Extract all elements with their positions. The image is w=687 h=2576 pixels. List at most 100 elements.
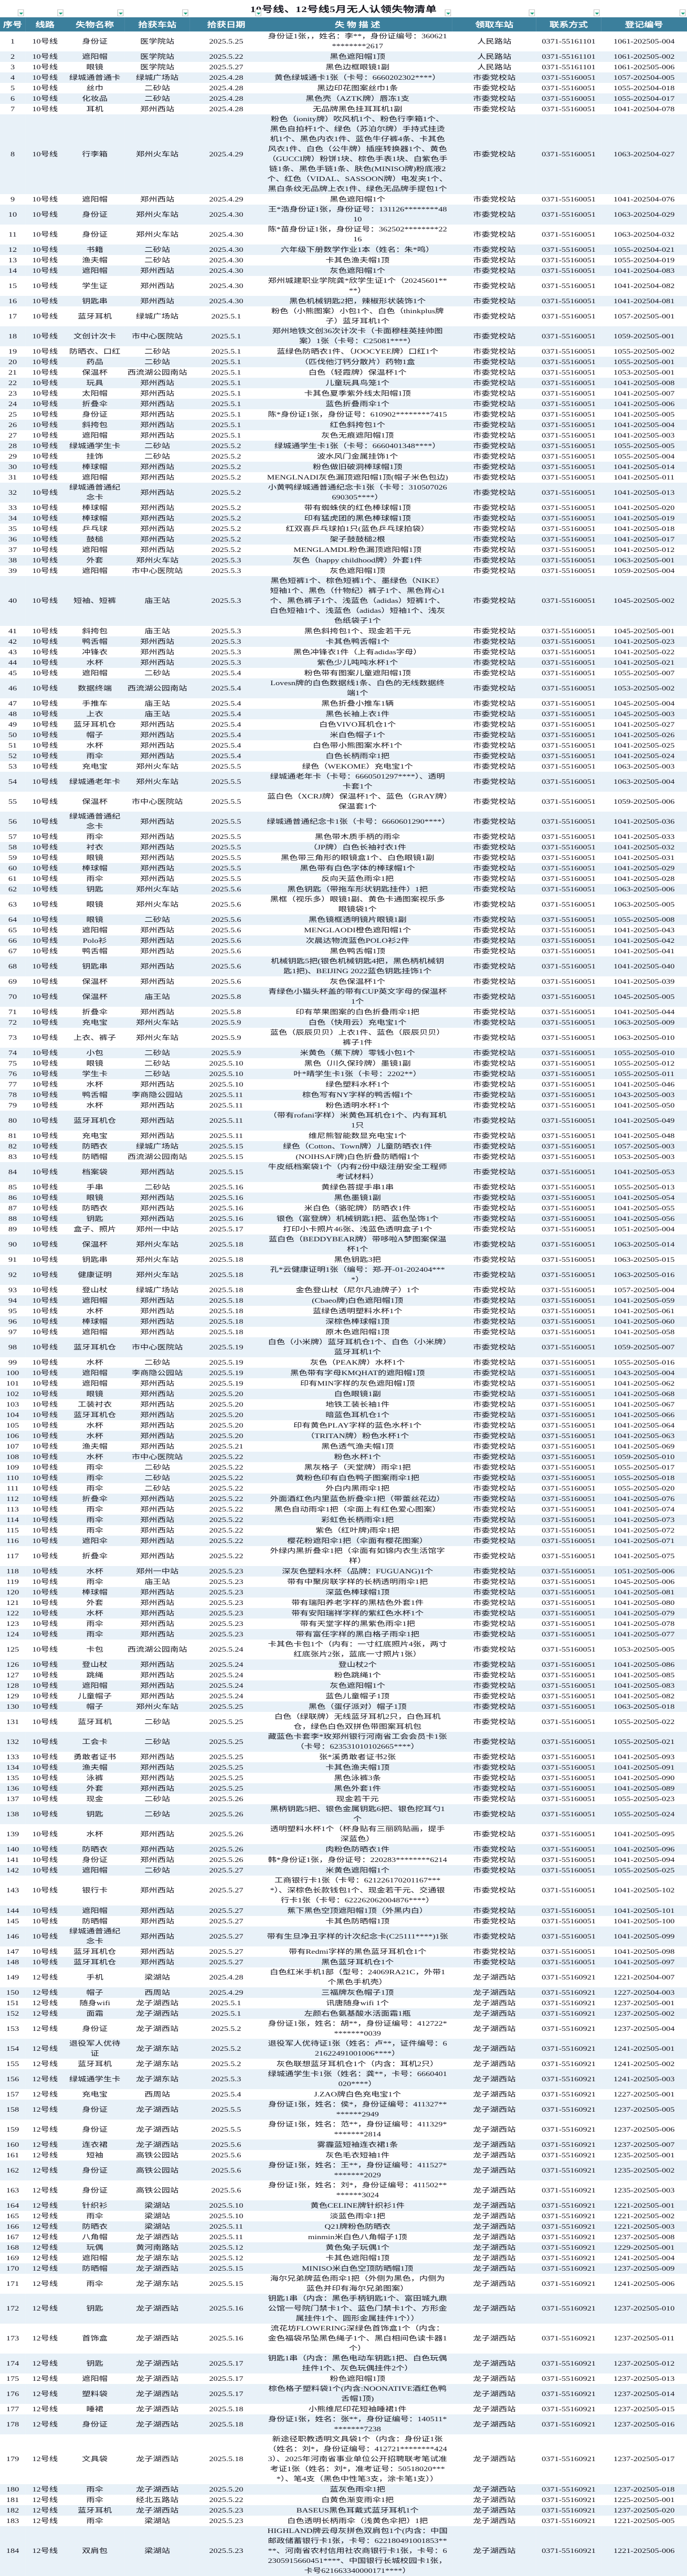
cell-item-name: 健康证明 <box>65 1265 125 1285</box>
cell-reg-number: 1041-202505-032 <box>601 842 687 853</box>
cell-contact: 0371-55160051 <box>536 1162 601 1182</box>
table-row: 32 10号线 绿城通普通纪念卡 郑州西站 2025.5.2 小黄鸭绿城通普通纪念卡1张（… <box>0 483 687 503</box>
cell-item-name: 针织衫 <box>65 2200 125 2211</box>
cell-found-date: 2025.4.28 <box>189 93 263 104</box>
filter-dropdown-icon-reg-number[interactable] <box>679 9 686 16</box>
cell-found-station: 郑州西站 <box>124 812 190 832</box>
cell-contact: 0371-55160051 <box>536 925 601 935</box>
cell-found-station: 郑州西站 <box>124 956 190 976</box>
cell-found-station: 医学院站 <box>124 31 190 51</box>
cell-no: 139 <box>0 1824 26 1844</box>
cell-found-station: 郑州西站 <box>124 1926 190 1946</box>
cell-contact: 0371-55160051 <box>536 668 601 678</box>
cell-contact: 0371-55160051 <box>536 1946 601 1957</box>
cell-item-name: 遮阳帽 <box>65 668 125 678</box>
table-row: 105 10号线 水杯 郑州西站 2025.5.20 印有黄色PLAY字样的蓝色水杯1个市… <box>0 1420 687 1431</box>
cell-found-station: 郑州西站 <box>124 265 190 276</box>
cell-pickup-station: 市委党校站 <box>452 1773 536 1783</box>
filter-dropdown-icon-pickup-station[interactable] <box>529 9 535 16</box>
cell-contact: 0371-55160921 <box>536 1998 601 2008</box>
cell-found-date: 2025.5.17 <box>189 2354 263 2373</box>
cell-reg-number: 1237-202505-011 <box>601 2324 687 2354</box>
cell-pickup-station: 市委党校站 <box>452 761 536 772</box>
cell-description: 白色（绿联牌）无线蓝牙耳机2只，白色耳机仓，绿色白色双拼色带图案耳机包 <box>262 1712 452 1732</box>
cell-found-date: 2025.5.23 <box>189 1566 263 1577</box>
cell-contact: 0371-55160051 <box>536 1546 601 1566</box>
cell-description: 黄粉色印有白色鸭子图案雨伞1把 <box>262 1473 452 1483</box>
cell-contact: 0371-55160051 <box>536 1566 601 1577</box>
cell-description: 郑州地铁文创36次计次卡（卡面穆桂英挂帅图案）1张（卡号：C25081****） <box>262 326 452 346</box>
cell-found-station: 龙子湖西站 <box>124 2414 190 2434</box>
filter-dropdown-icon-found-station[interactable] <box>182 9 188 16</box>
table-row: 122 10号线 水杯 郑州西站 2025.5.23 带有安阳瑞祥字样的紫红色水杯1个 市委… <box>0 1608 687 1619</box>
cell-pickup-station: 市委党校站 <box>452 1162 536 1182</box>
cell-no: 47 <box>0 698 26 709</box>
cell-no: 16 <box>0 296 26 306</box>
cell-no: 100 <box>0 1368 26 1378</box>
cell-line: 10号线 <box>25 1598 65 1608</box>
cell-line: 10号线 <box>25 1659 65 1670</box>
filter-dropdown-icon-contact[interactable] <box>594 9 600 16</box>
cell-no: 167 <box>0 2232 26 2242</box>
cell-contact: 0371-55160051 <box>536 483 601 503</box>
cell-no: 71 <box>0 1007 26 1017</box>
filter-dropdown-icon-line[interactable] <box>57 9 64 16</box>
table-row: 157 12号线 充电宝 西周站 2025.5.4 J.ZAO牌白色充电宝1个 龙子湖西站 0… <box>0 2089 687 2100</box>
cell-line: 10号线 <box>25 1316 65 1327</box>
cell-description: 雾霾蓝短袖连衣裙1条 <box>262 2139 452 2150</box>
filter-dropdown-icon-found-date[interactable] <box>255 9 261 16</box>
cell-line: 10号线 <box>25 925 65 935</box>
cell-found-date: 2025.5.15 <box>189 2263 263 2274</box>
cell-contact: 0371-55160051 <box>536 1058 601 1069</box>
cell-description: 黑色带有白色字体的棒球帽1个 <box>262 863 452 874</box>
cell-pickup-station: 市委党校站 <box>452 1844 536 1855</box>
cell-no: 174 <box>0 2354 26 2373</box>
cell-contact: 0371-55160051 <box>536 657 601 668</box>
cell-item-name: 防晒衣 <box>65 2221 125 2232</box>
cell-item-name: 绿城通普通纪念卡 <box>65 483 125 503</box>
table-row: 16 10号线 钥匙串 郑州西站 2025.4.30 黑色机械钥匙2把，辣椒形状装饰1个市… <box>0 296 687 306</box>
cell-contact: 0371-55160051 <box>536 430 601 441</box>
cell-line: 10号线 <box>25 1306 65 1316</box>
cell-found-date: 2025.5.26 <box>189 1794 263 1804</box>
cell-item-name: 雨伞 <box>65 2484 125 2495</box>
cell-reg-number: 1041-202505-080 <box>601 1598 687 1608</box>
cell-no: 152 <box>0 2008 26 2019</box>
cell-found-station: 龙子湖西站 <box>124 1998 190 2008</box>
cell-line: 10号线 <box>25 914 65 925</box>
cell-no: 149 <box>0 1967 26 1987</box>
cell-reg-number: 1041-202505-040 <box>601 956 687 976</box>
filter-dropdown-icon-no[interactable] <box>17 9 24 16</box>
cell-item-name: 蓝牙耳机 <box>65 1712 125 1732</box>
cell-item-name: 防晒衣 <box>65 1844 125 1855</box>
table-header: 序号 线路 失物名称 拾获车站 拾获日期失 物 描 述领取车站 联系方式 登记编号 <box>0 17 687 31</box>
cell-item-name: 充电宝 <box>65 1017 125 1028</box>
cell-item-name: 丝巾 <box>65 83 125 93</box>
filter-dropdown-icon-description[interactable] <box>445 9 451 16</box>
cell-no: 180 <box>0 2484 26 2495</box>
cell-found-station: 郑州西站 <box>124 976 190 987</box>
cell-reg-number: 1041-202505-019 <box>601 513 687 524</box>
filter-dropdown-icon-item-name[interactable] <box>117 9 124 16</box>
cell-pickup-station: 市委党校站 <box>452 1152 536 1162</box>
cell-description: 卡其色防晒帽1顶 <box>262 1916 452 1926</box>
cell-contact: 0371-55160051 <box>536 1224 601 1234</box>
cell-contact: 0371-55160051 <box>536 1007 601 1017</box>
cell-item-name: 水杯 <box>65 1100 125 1111</box>
table-row: 20 10号线 药品 二砂站 2025.5.1 （匹伐他汀钙分散片）药物1盒 市委党校站 03… <box>0 357 687 367</box>
cell-line: 10号线 <box>25 1265 65 1285</box>
table-row: 140 10号线 防晒衣 郑州西站 2025.5.26 肉粉色防晒衣1件 市委党校站 0371… <box>0 1844 687 1855</box>
cell-reg-number: 1241-202505-004 <box>601 2253 687 2263</box>
cell-found-station: 二砂站 <box>124 441 190 451</box>
cell-description: 灰色（PEAK牌）水杯1个 <box>262 1357 452 1368</box>
cell-pickup-station: 龙子湖西站 <box>452 2242 536 2253</box>
cell-reg-number: 1041-202505-098 <box>601 1946 687 1957</box>
cell-line: 10号线 <box>25 761 65 772</box>
cell-contact: 0371-55160051 <box>536 1357 601 1368</box>
cell-description: 紫色（红叶牌)雨伞1把 <box>262 1525 452 1536</box>
cell-no: 128 <box>0 1680 26 1691</box>
cell-reg-number: 1041-202505-011 <box>601 472 687 483</box>
cell-reg-number: 1041-202505-041 <box>601 946 687 956</box>
table-row: 109 10号线 雨伞 二砂站 2025.5.22 黑灰格子（天堂牌）雨伞1把 市委党校站 0… <box>0 1462 687 1473</box>
cell-description: 灰色遮阳帽1顶 <box>262 566 452 576</box>
